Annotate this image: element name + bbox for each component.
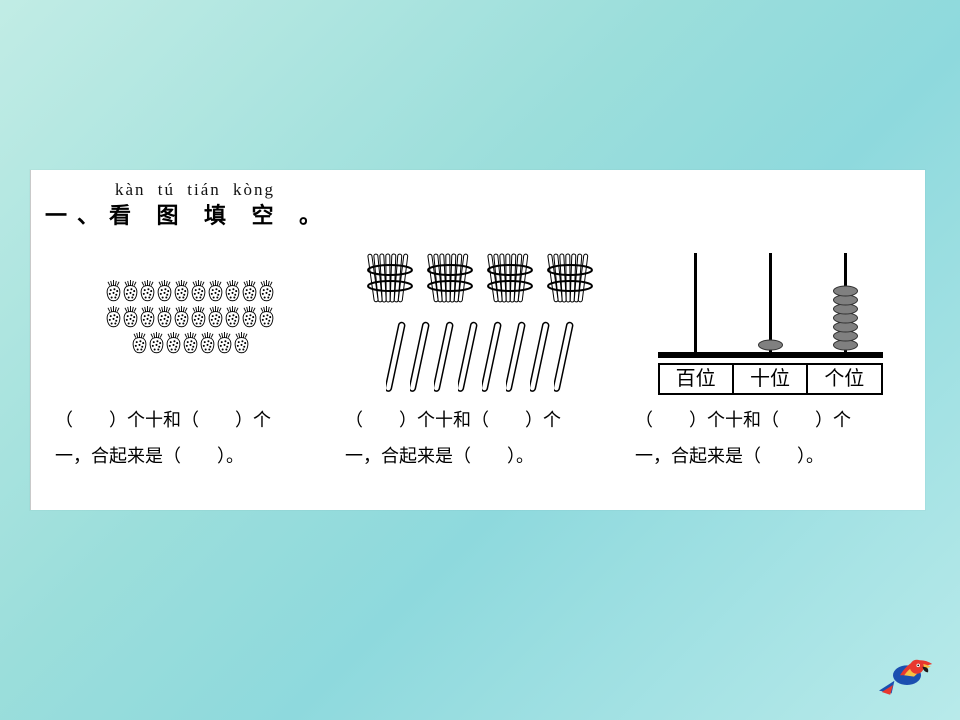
stick-icon <box>554 318 574 396</box>
abacus-wrap: 百位十位个位 <box>658 253 883 395</box>
heading-title: 一、看 图 填 空 。 <box>45 202 915 231</box>
sticks-illustration <box>335 237 625 402</box>
caption-2-line-1: （ ）个十和（ ）个 <box>345 402 615 438</box>
stick-icon <box>506 318 526 396</box>
abacus-label: 个位 <box>808 365 880 393</box>
strawberries-illustration <box>45 237 335 402</box>
stick-icon <box>530 318 550 396</box>
loose-sticks-row <box>386 318 574 396</box>
pinyin-4: kòng <box>233 180 275 199</box>
pinyin-row: kàn tú tián kòng <box>115 180 915 200</box>
stick-bundle-icon <box>543 248 597 308</box>
pinyin-2: tú <box>158 180 175 199</box>
caption-1-line-2: 一，合起来是（ ）。 <box>55 438 325 474</box>
stick-bundle-icon <box>483 248 537 308</box>
strawberry-row <box>105 280 275 304</box>
strawberry-row <box>105 306 275 330</box>
caption-2: （ ）个十和（ ）个 一，合起来是（ ）。 <box>335 402 625 474</box>
parrot-icon <box>872 650 942 706</box>
columns-container: （ ）个十和（ ）个 一，合起来是（ ）。 <box>45 237 915 474</box>
strawberry-icon <box>232 332 251 356</box>
caption-2-line-2: 一，合起来是（ ）。 <box>345 438 615 474</box>
stick-icon <box>410 318 430 396</box>
abacus-label: 十位 <box>734 365 808 393</box>
caption-3-line-1: （ ）个十和（ ）个 <box>635 402 905 438</box>
abacus-labels-row: 百位十位个位 <box>658 363 883 395</box>
abacus-illustration: 百位十位个位 <box>625 237 915 402</box>
caption-3: （ ）个十和（ ）个 一，合起来是（ ）。 <box>625 402 915 474</box>
column-strawberries: （ ）个十和（ ）个 一，合起来是（ ）。 <box>45 237 335 474</box>
abacus-svg <box>658 253 883 363</box>
abacus-label: 百位 <box>660 365 734 393</box>
stick-icon <box>458 318 478 396</box>
strawberry-icon <box>257 280 276 304</box>
worksheet-card: kàn tú tián kòng 一、看 图 填 空 。 <box>30 170 925 510</box>
column-abacus: 百位十位个位 （ ）个十和（ ）个 一，合起来是（ ）。 <box>625 237 915 474</box>
caption-1: （ ）个十和（ ）个 一，合起来是（ ）。 <box>45 402 335 474</box>
strawberry-icon <box>257 306 276 330</box>
column-sticks: （ ）个十和（ ）个 一，合起来是（ ）。 <box>335 237 625 474</box>
bundles-row <box>363 248 597 308</box>
strawberry-row <box>131 332 250 356</box>
stick-icon <box>482 318 502 396</box>
stick-icon <box>386 318 406 396</box>
stick-icon <box>434 318 454 396</box>
slide-background: kàn tú tián kòng 一、看 图 填 空 。 <box>0 0 960 720</box>
stick-bundle-icon <box>423 248 477 308</box>
stick-bundle-icon <box>363 248 417 308</box>
caption-3-line-2: 一，合起来是（ ）。 <box>635 438 905 474</box>
pinyin-3: tián <box>187 180 221 199</box>
pinyin-1: kàn <box>115 180 146 199</box>
caption-1-line-1: （ ）个十和（ ）个 <box>55 402 325 438</box>
